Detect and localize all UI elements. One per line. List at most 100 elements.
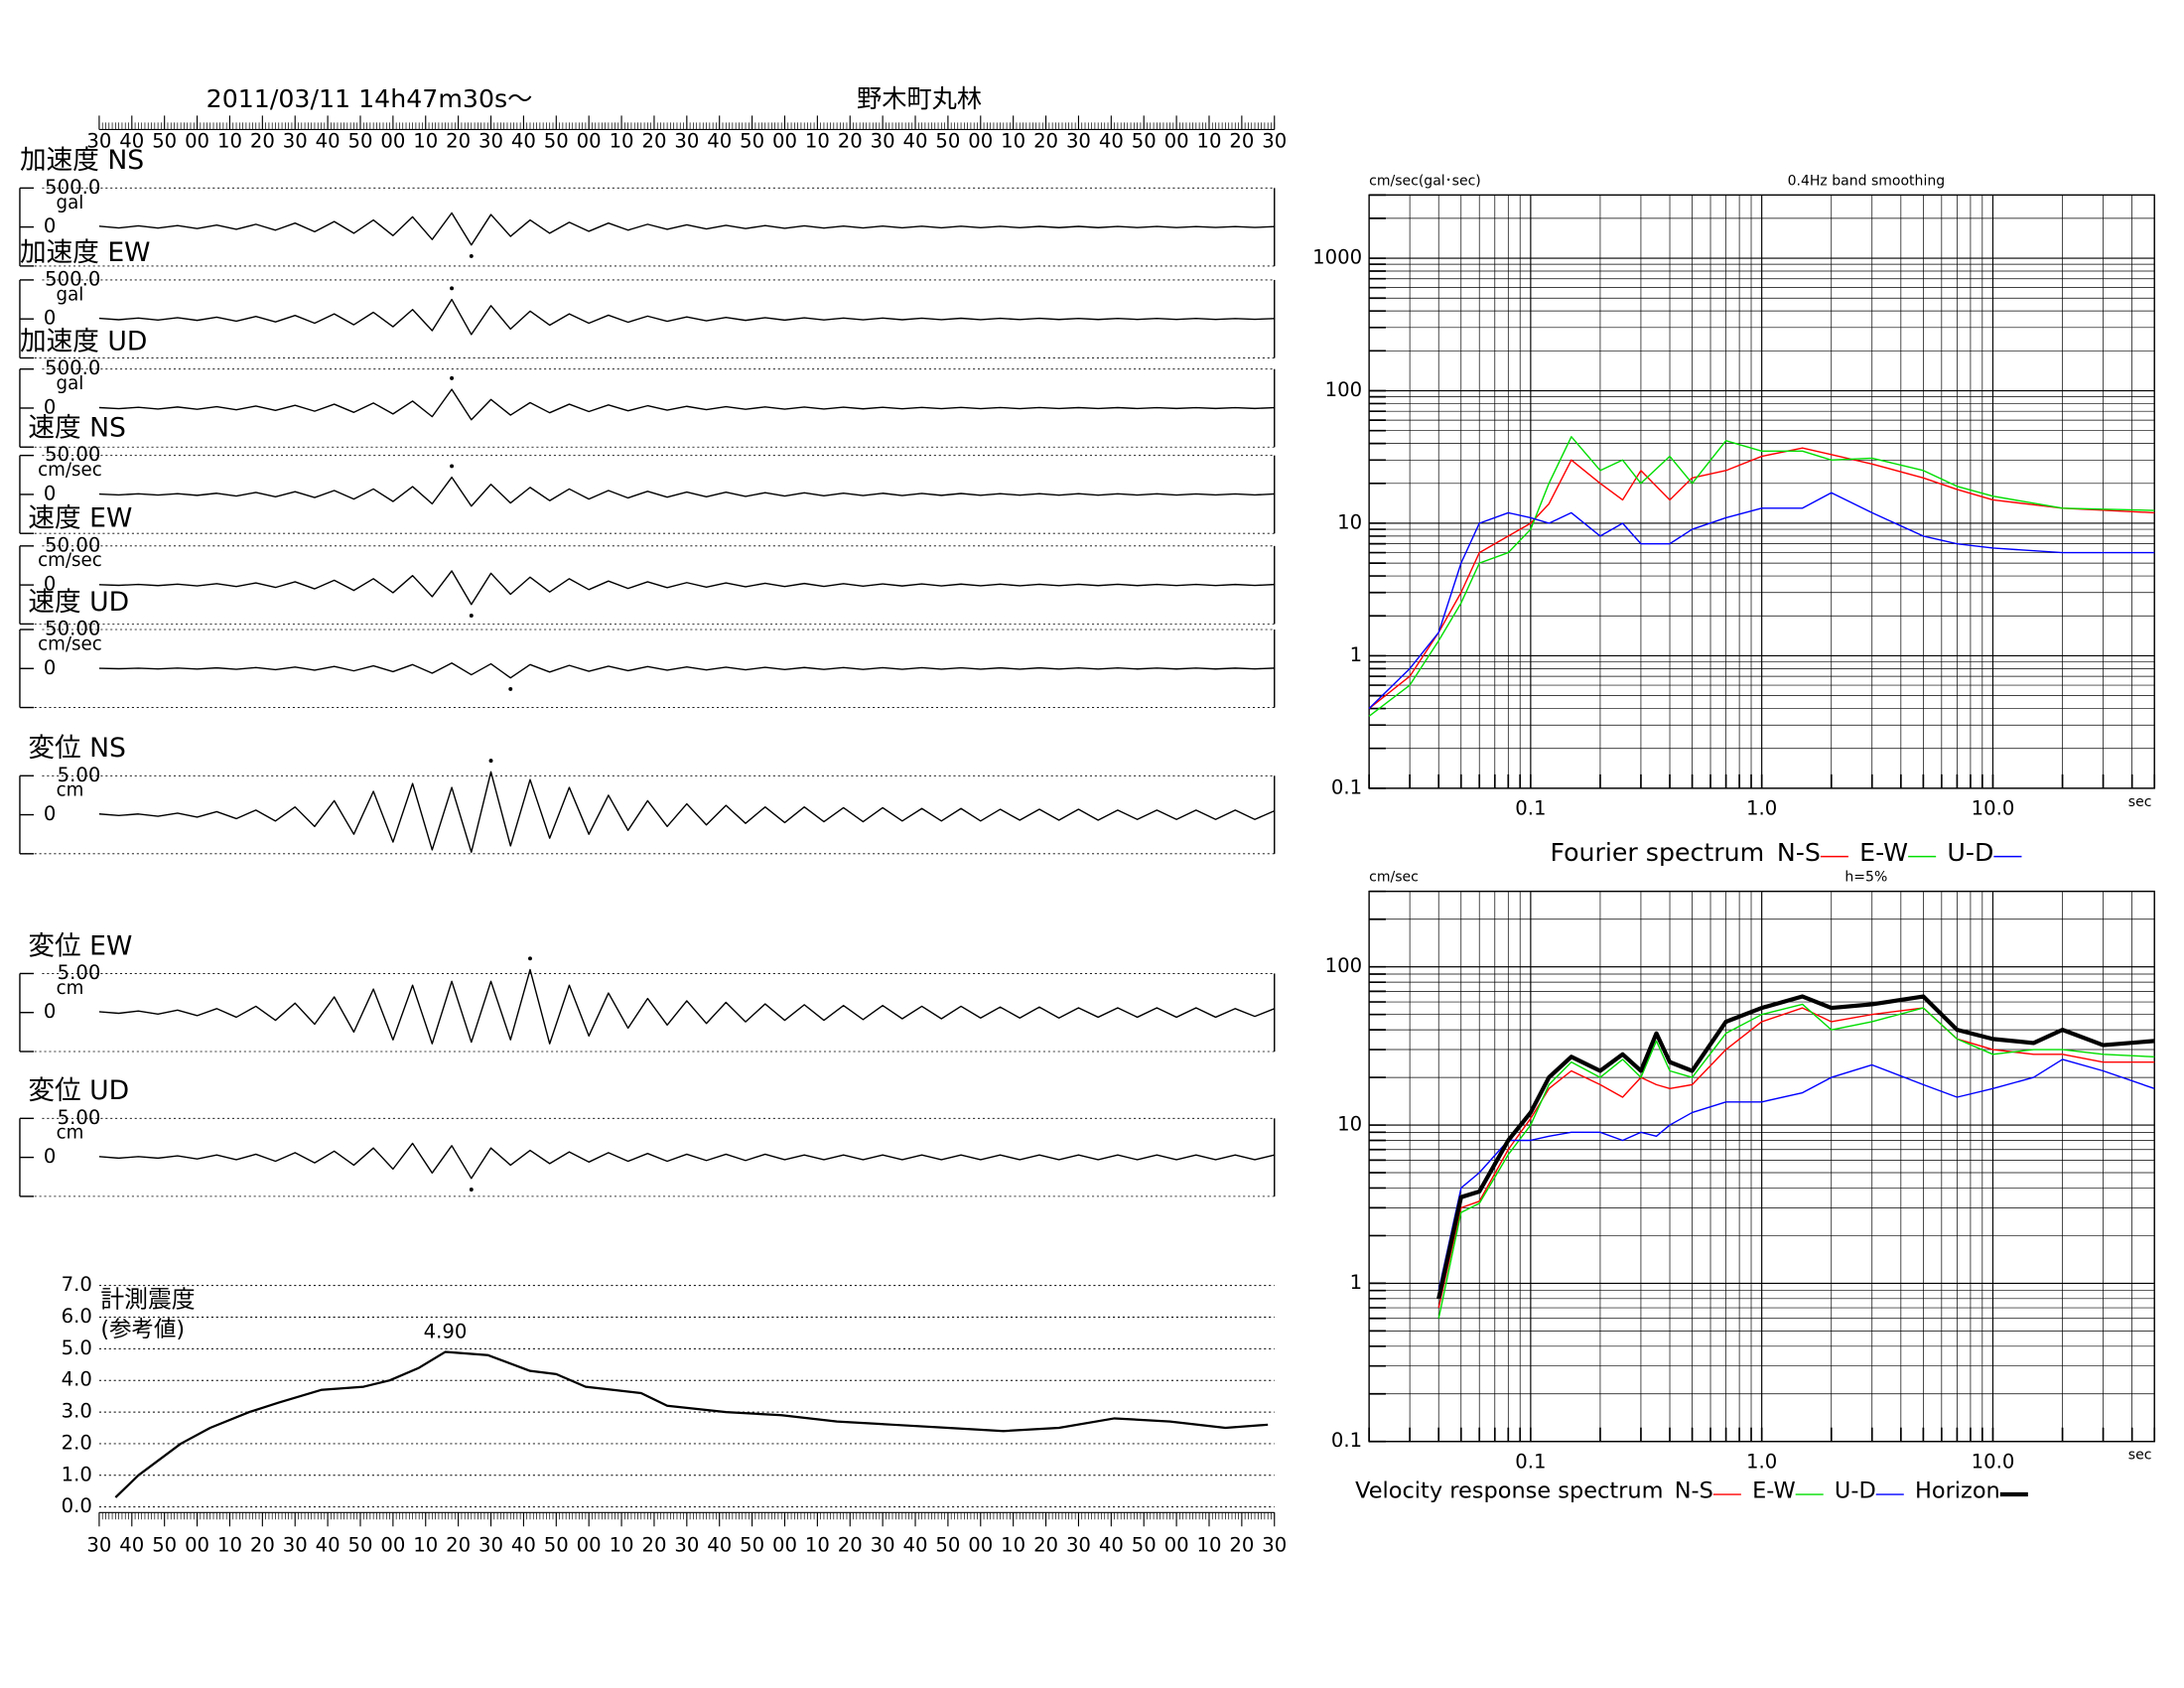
trace-scale-label: 50.00	[45, 533, 100, 556]
time-tick-label: 00	[772, 130, 797, 153]
trace-scale-label: 5.00	[58, 961, 101, 984]
time-tick-label: 40	[903, 130, 928, 153]
trace-name: 加速度 UD	[20, 327, 147, 357]
trace-name: 速度 NS	[28, 413, 126, 444]
time-tick-label: 50	[740, 130, 764, 153]
time-tick-label: 30	[283, 130, 308, 153]
plot-note: 0.4Hz band smoothing	[1788, 173, 1946, 189]
waveform-trace	[98, 662, 1275, 679]
data-line	[1437, 1003, 2155, 1319]
trace-scale-label: 0	[44, 214, 56, 237]
station-name: 野木町丸林	[857, 84, 982, 113]
y-tick-label: 5.0	[62, 1336, 92, 1359]
y-tick-label: 10	[1337, 1113, 1362, 1136]
time-tick-label: 00	[772, 1533, 797, 1556]
time-tick-label: 30	[478, 1533, 503, 1556]
time-tick-label: 20	[250, 1533, 275, 1556]
time-tick-label: 40	[1099, 1533, 1124, 1556]
time-tick-label: 10	[610, 130, 634, 153]
data-line	[1368, 492, 2155, 710]
peak-dot	[528, 956, 532, 961]
y-tick-label: 0.1	[1331, 775, 1362, 798]
time-tick-label: 30	[871, 1533, 895, 1556]
legend-title: Velocity response spectrum	[1355, 1478, 1663, 1504]
data-line	[1436, 994, 2155, 1300]
time-tick-label: 10	[1196, 130, 1221, 153]
peak-dot	[469, 614, 474, 618]
trace-name: 加速度 EW	[20, 237, 151, 268]
time-tick-label: 20	[446, 130, 471, 153]
time-tick-label: 30	[871, 130, 895, 153]
time-tick-label: 00	[968, 130, 993, 153]
y-tick-label: 2.0	[62, 1431, 92, 1454]
peak-dot	[508, 686, 513, 691]
legend-label: N-S	[1777, 838, 1821, 867]
time-tick-label: 20	[838, 1533, 863, 1556]
legend-label: N-S	[1675, 1478, 1713, 1504]
y-tick-label: 100	[1325, 954, 1362, 977]
time-tick-label: 00	[1164, 130, 1189, 153]
trace-scale-label: 500.0	[45, 176, 100, 199]
peak-dot	[469, 253, 474, 258]
legend-label: Horizon	[1915, 1478, 2000, 1504]
trace-name: 加速度 NS	[20, 145, 144, 176]
legend-label: E-W	[1752, 1478, 1796, 1504]
time-tick-label: 30	[674, 1533, 699, 1556]
trace-scale-label: 0	[44, 1145, 56, 1168]
y-tick-label: 1000	[1312, 246, 1362, 269]
waveform-trace	[98, 771, 1276, 853]
time-tick-label: 10	[805, 1533, 830, 1556]
time-tick-label: 20	[1033, 1533, 1058, 1556]
trace-unit: gal	[57, 284, 84, 305]
legend-label: U-D	[1835, 1478, 1876, 1504]
trace-scale-label: 500.0	[45, 356, 100, 379]
time-tick-label: 40	[707, 130, 732, 153]
time-tick-label: 50	[935, 130, 960, 153]
time-tick-label: 50	[935, 1533, 960, 1556]
x-unit: sec	[2128, 1448, 2152, 1464]
time-tick-label: 40	[707, 1533, 732, 1556]
legend-label: U-D	[1947, 838, 1993, 867]
time-tick-label: 00	[577, 1533, 602, 1556]
trace-scale-label: 0	[44, 656, 56, 679]
trace-name: 速度 UD	[28, 587, 129, 618]
trace-scale-label: 0	[44, 802, 56, 825]
time-tick-label: 00	[968, 1533, 993, 1556]
x-tick-label: 10.0	[1972, 796, 2015, 819]
y-tick-label: 1.0	[62, 1463, 92, 1485]
trace-unit: cm	[57, 978, 84, 999]
time-tick-label: 40	[119, 1533, 144, 1556]
time-tick-label: 50	[152, 1533, 177, 1556]
trace-scale-label: 5.00	[58, 1106, 101, 1129]
waveform-trace	[98, 211, 1275, 246]
time-tick-label: 20	[250, 130, 275, 153]
waveform-trace	[98, 570, 1275, 606]
y-tick-label: 7.0	[62, 1273, 92, 1296]
time-tick-label: 10	[1001, 130, 1025, 153]
trace-name: 変位 NS	[28, 733, 126, 764]
time-tick-label: 50	[347, 130, 372, 153]
legend-label: E-W	[1859, 838, 1908, 867]
time-tick-label: 00	[380, 130, 405, 153]
x-tick-label: 0.1	[1515, 1450, 1546, 1473]
x-tick-label: 1.0	[1746, 796, 1777, 819]
peak-dot	[488, 759, 493, 764]
trace-scale-label: 5.00	[58, 764, 101, 786]
time-tick-label: 30	[1066, 130, 1091, 153]
x-tick-label: 1.0	[1746, 1450, 1777, 1473]
trace-unit: gal	[57, 193, 84, 213]
time-tick-label: 10	[217, 1533, 242, 1556]
x-tick-label: 0.1	[1515, 796, 1546, 819]
time-tick-label: 10	[805, 130, 830, 153]
time-tick-label: 10	[413, 1533, 438, 1556]
time-tick-label: 30	[1262, 130, 1287, 153]
trace-scale-label: 50.00	[45, 443, 100, 466]
trace-scale-label: 50.00	[45, 617, 100, 639]
time-tick-label: 00	[185, 1533, 209, 1556]
y-tick-label: 4.0	[62, 1368, 92, 1391]
waveform-trace	[98, 476, 1275, 507]
time-tick-label: 50	[347, 1533, 372, 1556]
